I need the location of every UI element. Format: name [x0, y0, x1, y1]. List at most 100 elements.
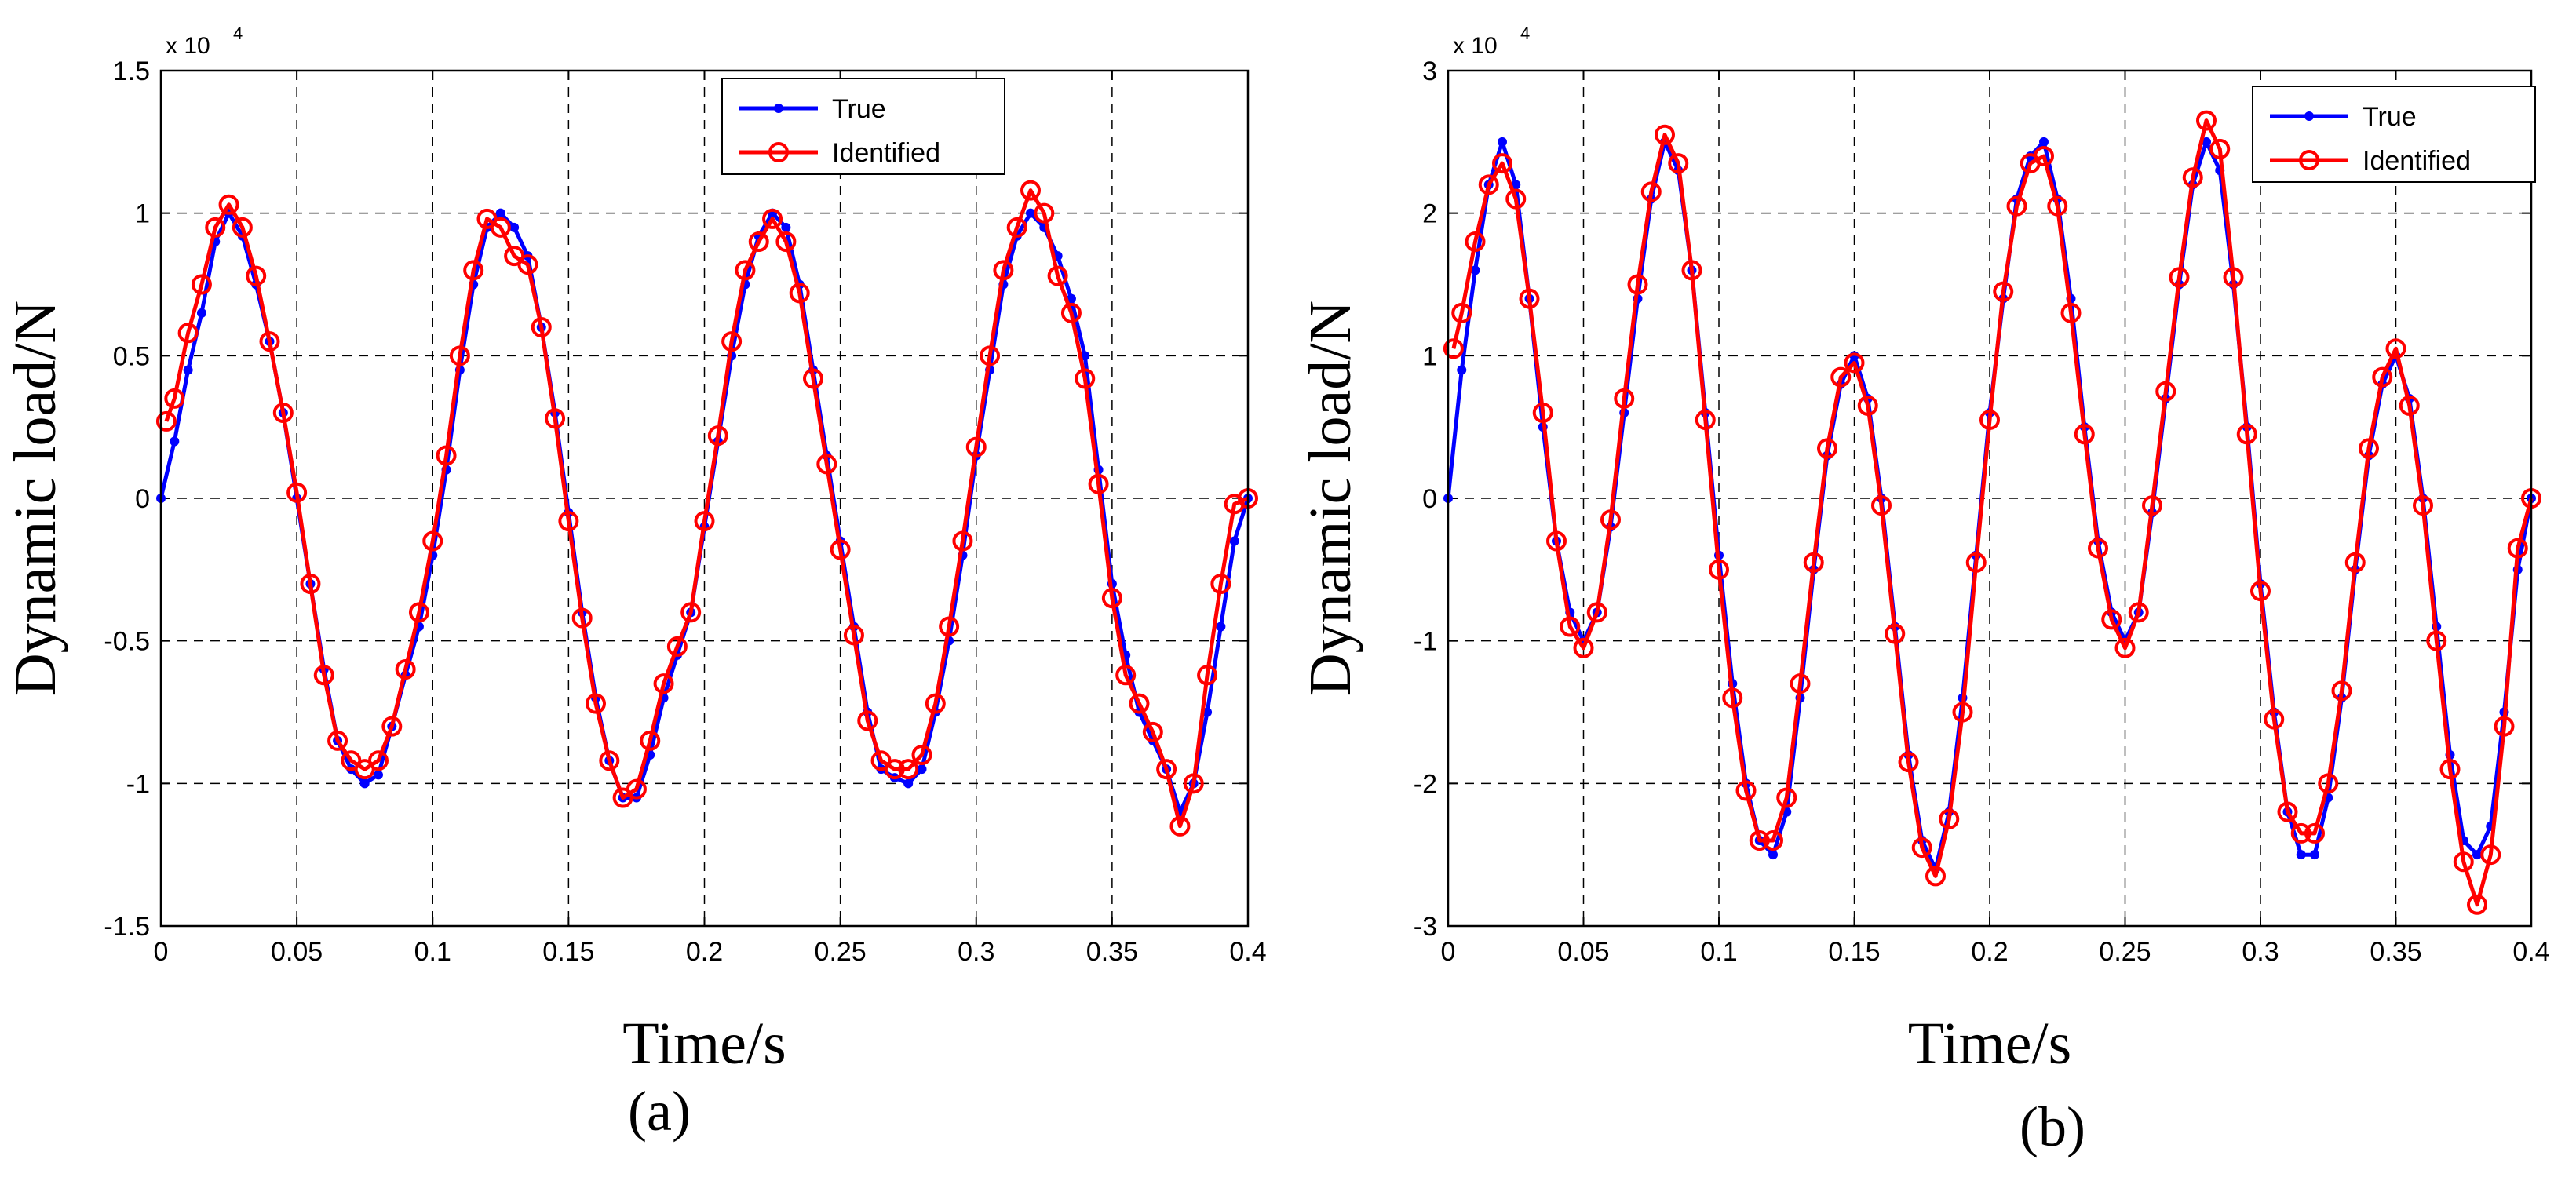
- data-point-identified: [1668, 153, 1689, 174]
- x-tick-label: 0: [1441, 937, 1456, 967]
- data-point-identified: [1183, 773, 1204, 794]
- data-point-true: [781, 222, 791, 232]
- legend-label-true: True: [832, 94, 886, 124]
- legend: True Identified: [2252, 86, 2536, 183]
- data-point-identified: [952, 530, 973, 552]
- data-point-true: [359, 778, 370, 789]
- y-tick-label: 0.5: [113, 341, 150, 371]
- data-point-true: [2039, 137, 2049, 147]
- y-multiplier-exponent: 4: [233, 24, 243, 43]
- data-point-identified: [1505, 188, 1527, 210]
- data-point-identified: [2413, 495, 2433, 516]
- data-point-identified: [2480, 844, 2501, 866]
- x-tick-label: 0.35: [2370, 937, 2421, 967]
- data-point-identified: [843, 625, 864, 646]
- data-point-identified: [1830, 366, 1852, 388]
- data-point-identified: [205, 217, 226, 238]
- data-point-identified: [911, 745, 932, 765]
- x-tick-label: 0.05: [271, 937, 323, 967]
- data-point-identified: [1776, 787, 1797, 808]
- data-point-identified: [586, 693, 606, 714]
- data-point-identified: [1451, 302, 1472, 323]
- legend-marker-true: [774, 104, 783, 113]
- data-point-identified: [1939, 808, 1960, 829]
- data-point-identified: [1885, 623, 1906, 644]
- y-multiplier-exponent: 4: [1520, 24, 1530, 43]
- x-tick-label: 0.15: [1828, 937, 1880, 967]
- x-tick-label: 0.3: [958, 937, 994, 967]
- y-axis-label: Dynamic load/N: [1297, 301, 1363, 696]
- data-point-identified: [1047, 265, 1068, 286]
- data-point-identified: [2264, 709, 2285, 730]
- y-axis-label: Dynamic load/N: [2, 301, 68, 696]
- data-point-identified: [2494, 716, 2515, 737]
- data-point-identified: [2426, 630, 2447, 651]
- x-axis-label: Time/s: [1908, 1011, 2071, 1077]
- y-tick-label: -0.5: [104, 627, 150, 657]
- data-point-identified: [857, 710, 878, 731]
- data-point-true: [2202, 137, 2211, 147]
- data-point-true: [1768, 850, 1778, 860]
- x-tick-label: 0.4: [1229, 937, 1266, 967]
- data-point-true: [1216, 622, 1226, 632]
- data-point-identified: [748, 231, 769, 252]
- data-point-identified: [1465, 231, 1486, 252]
- data-point-identified: [721, 331, 743, 352]
- data-point-identified: [368, 750, 389, 771]
- data-point-identified: [436, 445, 457, 466]
- data-point-identified: [2142, 495, 2162, 516]
- x-tick-label: 0.35: [1086, 937, 1138, 967]
- data-point-identified: [1210, 574, 1231, 594]
- y-multiplier: x 10: [166, 33, 210, 59]
- data-point-true: [917, 764, 927, 775]
- data-point-identified: [1695, 410, 1716, 431]
- data-point-identified: [707, 425, 728, 447]
- data-point-identified: [1709, 559, 1729, 580]
- data-point-identified: [1034, 202, 1055, 224]
- data-point-identified: [2385, 338, 2406, 359]
- legend: True Identified: [721, 78, 1005, 175]
- x-tick-label: 0.1: [414, 937, 451, 967]
- x-tick-label: 0: [154, 937, 169, 967]
- data-point-true: [196, 308, 206, 318]
- data-point-identified: [653, 673, 674, 694]
- data-point-identified: [2128, 602, 2149, 623]
- data-point-identified: [545, 408, 566, 429]
- data-point-identified: [2209, 138, 2231, 159]
- x-tick-label: 0.1: [1700, 937, 1737, 967]
- data-point-identified: [2507, 538, 2528, 559]
- data-point-identified: [803, 368, 823, 389]
- data-point-identified: [2047, 195, 2068, 217]
- data-point-identified: [327, 730, 348, 751]
- legend-label-true: True: [2363, 102, 2417, 132]
- data-point-identified: [2034, 146, 2054, 166]
- y-tick-label: -2: [1414, 769, 1437, 799]
- data-point-identified: [1803, 552, 1824, 573]
- data-point-identified: [2060, 302, 2082, 323]
- data-point-true: [1498, 137, 1507, 147]
- data-point-identified: [1142, 721, 1163, 742]
- data-point-identified: [2344, 552, 2366, 573]
- data-point-identified: [1790, 673, 1811, 694]
- data-point-identified: [735, 260, 756, 281]
- data-point-true: [495, 208, 505, 218]
- y-tick-label: -3: [1414, 912, 1437, 942]
- y-tick-label: 1: [135, 199, 150, 229]
- data-point-identified: [155, 410, 177, 432]
- legend-box: [721, 78, 1005, 175]
- x-tick-label: 0.25: [815, 937, 867, 967]
- data-point-identified: [1478, 174, 1499, 195]
- data-point-true: [1470, 265, 1480, 275]
- y-tick-label: -1: [1414, 627, 1437, 657]
- data-point-identified: [775, 231, 797, 252]
- y-tick-label: 0: [1422, 484, 1437, 514]
- data-point-identified: [381, 716, 403, 737]
- data-point-identified: [1169, 815, 1191, 837]
- data-point-true: [1511, 180, 1521, 190]
- data-point-identified: [993, 260, 1014, 281]
- data-point-identified: [1857, 395, 1878, 416]
- data-point-true: [1026, 208, 1035, 218]
- legend-label-identified: Identified: [832, 138, 940, 168]
- data-point-identified: [789, 283, 810, 304]
- data-point-identified: [2182, 167, 2203, 188]
